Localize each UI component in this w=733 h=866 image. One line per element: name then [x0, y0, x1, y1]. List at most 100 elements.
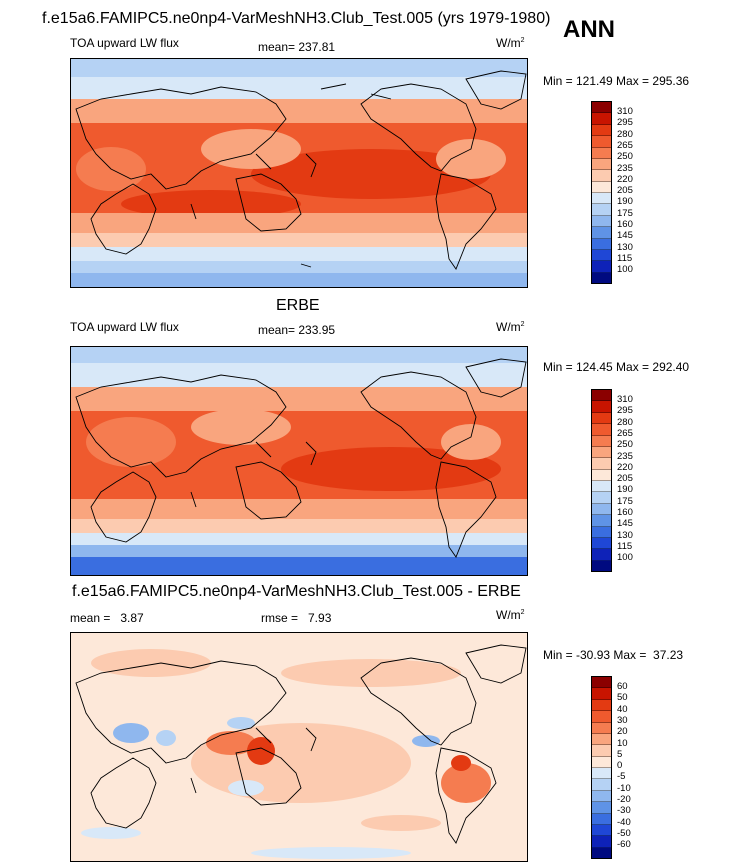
colorbar-swatch [592, 113, 611, 125]
colorbar-label: 310 [617, 106, 633, 117]
colorbar-label: 100 [617, 264, 633, 275]
season-label: ANN [563, 16, 615, 43]
colorbar-label: -60 [617, 839, 631, 850]
panel3-units: W/m2 [496, 608, 525, 622]
panel2-variable: TOA upward LW flux [70, 320, 179, 334]
colorbar-swatch [592, 711, 611, 723]
colorbar-label: 145 [617, 518, 633, 529]
panel1-map [70, 58, 528, 288]
panel3-rmse: rmse = 7.93 [261, 611, 332, 625]
panel2-units: W/m2 [496, 320, 525, 334]
panel2-colorbar [591, 389, 612, 572]
colorbar-label: -30 [617, 805, 631, 816]
colorbar-swatch [592, 181, 611, 193]
colorbar-label: 160 [617, 219, 633, 230]
panel2-map-svg [71, 347, 527, 575]
units-text: W/m [496, 36, 521, 50]
panel3-colorbar [591, 676, 612, 859]
colorbar-label: 175 [617, 208, 633, 219]
colorbar-swatch [592, 515, 611, 527]
colorbar-swatch [592, 446, 611, 459]
colorbar-label: 205 [617, 473, 633, 484]
colorbar-swatch [592, 401, 611, 413]
colorbar-swatch [592, 261, 611, 273]
colorbar-swatch [592, 215, 611, 228]
panel3-map-svg [71, 633, 527, 861]
panel1-map-svg [71, 59, 527, 287]
colorbar-swatch [592, 204, 611, 216]
colorbar-swatch [592, 272, 611, 283]
panel3-colorbar-labels: 60 50 40 30 20 10 5 0 -5 -10 -20 -30 -40… [617, 676, 647, 857]
colorbar-label: 235 [617, 163, 633, 174]
colorbar-label: 250 [617, 439, 633, 450]
colorbar-label: 280 [617, 129, 633, 140]
colorbar-label: 20 [617, 726, 628, 737]
colorbar-swatch [592, 688, 611, 700]
colorbar-swatch [592, 435, 611, 447]
panel2-minmax: Min = 124.45 Max = 292.40 [543, 360, 690, 374]
colorbar-swatch [592, 227, 611, 239]
colorbar-label: 205 [617, 185, 633, 196]
colorbar-swatch [592, 503, 611, 516]
panel1-colorbar [591, 101, 612, 284]
colorbar-label: 60 [617, 681, 628, 692]
colorbar-swatch [592, 756, 611, 768]
colorbar-swatch [592, 560, 611, 571]
panel1-colorbar-labels: 310 295 280 265 250 235 220 205 190 175 … [617, 101, 647, 282]
colorbar-swatch [592, 193, 611, 205]
colorbar-swatch [592, 102, 611, 114]
colorbar-label: 190 [617, 196, 633, 207]
colorbar-label: 115 [617, 253, 633, 264]
colorbar-label: 175 [617, 496, 633, 507]
colorbar-label: 190 [617, 484, 633, 495]
colorbar-swatch [592, 549, 611, 561]
panel2-mean: mean= 233.95 [258, 323, 336, 337]
colorbar-label: 235 [617, 451, 633, 462]
colorbar-label: -40 [617, 817, 631, 828]
colorbar-swatch [592, 790, 611, 803]
colorbar-swatch [592, 492, 611, 504]
units-exponent: 2 [520, 609, 525, 616]
units-exponent: 2 [520, 321, 525, 328]
colorbar-swatch [592, 170, 611, 182]
colorbar-label: 100 [617, 552, 633, 563]
colorbar-swatch [592, 699, 611, 712]
colorbar-label: 220 [617, 174, 633, 185]
colorbar-label: 265 [617, 428, 633, 439]
colorbar-swatch [592, 836, 611, 848]
panel1-mean: mean= 237.81 [258, 40, 336, 54]
colorbar-swatch [592, 677, 611, 689]
colorbar-label: -20 [617, 794, 631, 805]
colorbar-swatch [592, 722, 611, 734]
colorbar-swatch [592, 745, 611, 757]
panel2-map [70, 346, 528, 576]
colorbar-label: 310 [617, 394, 633, 405]
colorbar-swatch [592, 249, 611, 262]
colorbar-swatch [592, 238, 611, 250]
panel2-title: ERBE [276, 297, 320, 314]
colorbar-label: -10 [617, 783, 631, 794]
panel3-minmax: Min = -30.93 Max = 37.23 [543, 648, 684, 662]
colorbar-swatch [592, 412, 611, 425]
colorbar-label: 250 [617, 151, 633, 162]
colorbar-label: 145 [617, 230, 633, 241]
colorbar-swatch [592, 733, 611, 746]
panel2-colorbar-labels: 310 295 280 265 250 235 220 205 190 175 … [617, 389, 647, 570]
colorbar-swatch [592, 469, 611, 481]
colorbar-swatch [592, 390, 611, 402]
colorbar-swatch [592, 847, 611, 858]
colorbar-label: 295 [617, 405, 633, 416]
colorbar-swatch [592, 481, 611, 493]
units-text: W/m [496, 608, 521, 622]
colorbar-label: -5 [617, 771, 626, 782]
panel1-units: W/m2 [496, 36, 525, 50]
colorbar-label: 0 [617, 760, 623, 771]
colorbar-label: 295 [617, 117, 633, 128]
main-title: f.e15a6.FAMIPC5.ne0np4-VarMeshNH3.Club_T… [42, 10, 551, 27]
colorbar-label: 115 [617, 541, 633, 552]
colorbar-label: 10 [617, 738, 628, 749]
panel3-map [70, 632, 528, 862]
colorbar-label: 220 [617, 462, 633, 473]
colorbar-swatch [592, 768, 611, 780]
colorbar-label: 30 [617, 715, 628, 726]
